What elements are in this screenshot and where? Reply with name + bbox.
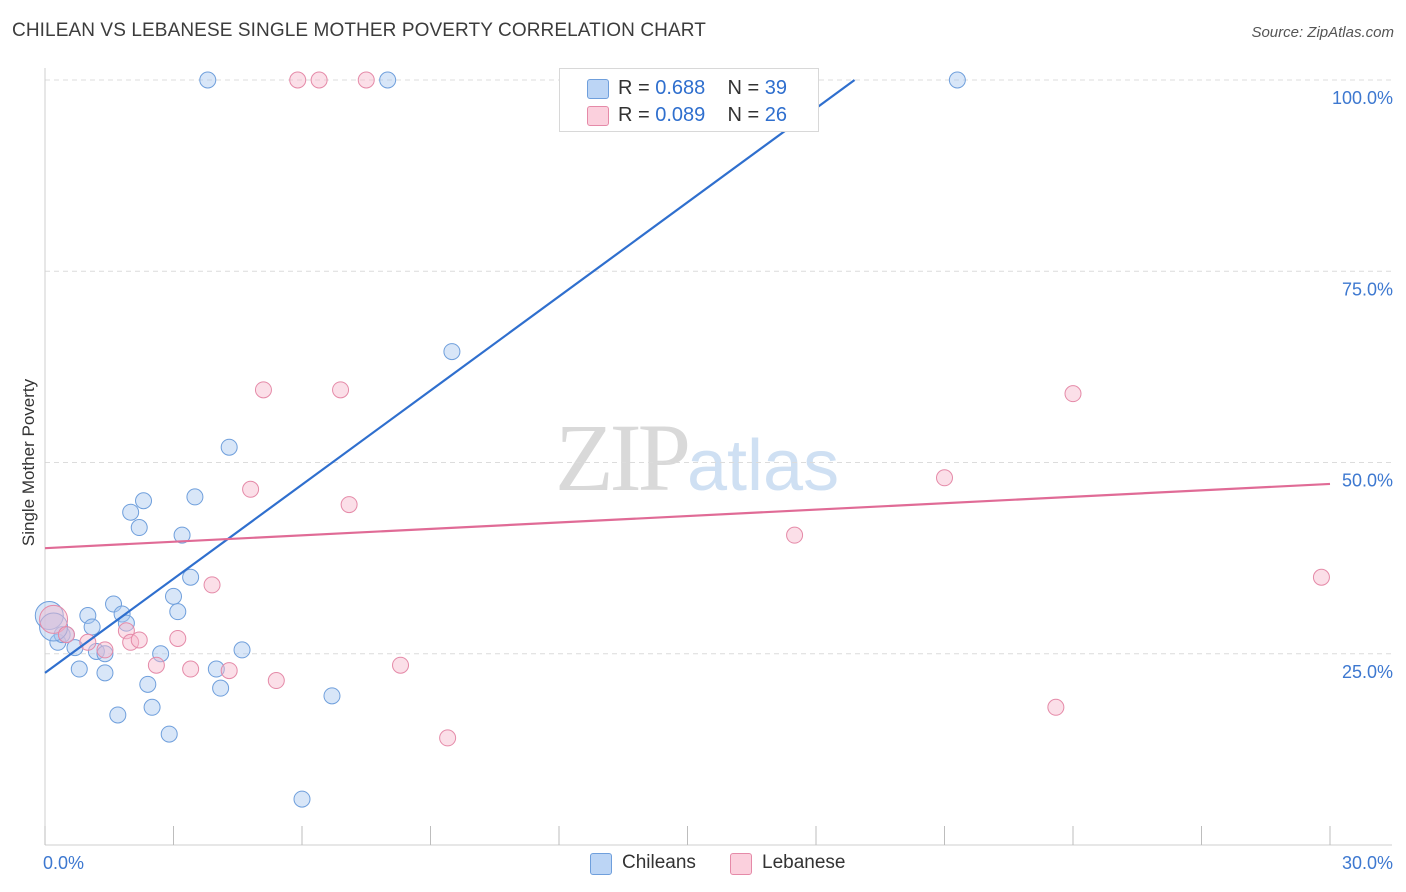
lebanese-point bbox=[936, 469, 953, 487]
chilean-point bbox=[212, 679, 230, 697]
lebanese-point bbox=[117, 622, 135, 640]
chilean-point bbox=[96, 645, 114, 663]
chilean-point bbox=[122, 503, 140, 521]
legend-n-label: N = bbox=[727, 77, 765, 99]
axis-labels: 25.0% 50.0% 75.0% 100.0% 0.0% 30.0% Single Mot… bbox=[19, 88, 1393, 873]
watermark: ZIPatlas bbox=[555, 402, 839, 513]
lebanese-point bbox=[332, 381, 350, 399]
y-tick-label: 100.0% bbox=[1332, 88, 1393, 108]
lebanese-point bbox=[1064, 385, 1082, 403]
lebanese-point bbox=[1047, 698, 1065, 716]
lebanese-point bbox=[392, 656, 410, 674]
data-points bbox=[34, 71, 1330, 808]
lebanese-point bbox=[1312, 568, 1330, 586]
y-tick-label: 75.0% bbox=[1342, 279, 1393, 299]
chilean-point bbox=[165, 587, 182, 605]
chilean-point bbox=[135, 492, 153, 510]
lebanese-point bbox=[340, 496, 358, 514]
x-tick-label: 30.0% bbox=[1342, 853, 1393, 873]
bottom-legend-label-lebanese: Lebanese bbox=[762, 852, 846, 873]
legend-r-label: R = bbox=[618, 104, 656, 126]
watermark-atlas: atlas bbox=[687, 426, 840, 506]
chilean-point bbox=[207, 660, 225, 678]
legend-r-value: 0.688 bbox=[655, 77, 706, 99]
y-tick-label: 25.0% bbox=[1342, 662, 1393, 682]
lebanese-point bbox=[147, 656, 165, 674]
chilean-point bbox=[53, 626, 71, 644]
lebanese-point bbox=[357, 71, 375, 89]
gridlines bbox=[45, 79, 1392, 655]
bottom-legend-swatch-lebanese bbox=[730, 853, 752, 875]
legend-r-value: 0.089 bbox=[655, 104, 706, 126]
chilean-point bbox=[173, 526, 191, 544]
chilean-point bbox=[220, 438, 238, 456]
chilean-point bbox=[443, 343, 461, 361]
y-tick-label: 50.0% bbox=[1342, 471, 1393, 491]
watermark-zip: ZIP bbox=[555, 404, 691, 511]
correlation-legend: R = 0.688 N = 39 R = 0.089 N = 26 bbox=[559, 68, 819, 132]
chart-title: CHILEAN VS LEBANESE SINGLE MOTHER POVERT… bbox=[12, 20, 706, 41]
chilean-point bbox=[66, 639, 84, 657]
chilean-point bbox=[169, 603, 187, 621]
chilean-point bbox=[143, 698, 161, 716]
chilean-point bbox=[186, 488, 204, 506]
lebanese-point bbox=[130, 631, 148, 649]
bottom-legend-label-chileans: Chileans bbox=[622, 852, 696, 873]
lebanese-point bbox=[39, 604, 69, 634]
lebanese-point bbox=[203, 576, 221, 594]
chilean-point bbox=[199, 71, 217, 89]
lebanese-point bbox=[96, 641, 114, 659]
chilean-point bbox=[130, 519, 148, 537]
chilean-point bbox=[79, 607, 97, 624]
chilean-point bbox=[34, 601, 64, 630]
chilean-point bbox=[113, 605, 131, 623]
y-axis-title: Single Mother Poverty bbox=[19, 378, 38, 546]
lebanese-point bbox=[310, 71, 328, 89]
axes bbox=[44, 68, 1392, 846]
chilean-point bbox=[83, 618, 101, 636]
chilean-point bbox=[96, 664, 114, 682]
chilean-trend-line bbox=[44, 79, 856, 674]
lebanese-point bbox=[267, 672, 285, 690]
chilean-point bbox=[182, 568, 200, 586]
lebanese-point bbox=[242, 480, 260, 498]
trend-lines bbox=[44, 79, 1331, 674]
chilean-point bbox=[139, 675, 157, 693]
chilean-point bbox=[379, 71, 397, 89]
legend-r-label: R = bbox=[618, 77, 656, 99]
chilean-point bbox=[152, 645, 170, 663]
chilean-point bbox=[105, 595, 123, 613]
legend-n-label: N = bbox=[727, 104, 765, 126]
lebanese-point bbox=[182, 660, 200, 678]
chilean-point bbox=[109, 706, 127, 724]
chilean-point bbox=[233, 641, 251, 659]
legend-n-value: 39 bbox=[764, 77, 788, 99]
lebanese-point bbox=[169, 629, 187, 647]
chilean-point bbox=[948, 71, 966, 89]
lebanese-point bbox=[786, 526, 804, 544]
source-credit: Source: ZipAtlas.com bbox=[1251, 24, 1394, 41]
chilean-point bbox=[323, 687, 341, 705]
lebanese-point bbox=[289, 71, 307, 89]
legend-swatch-chileans bbox=[587, 79, 609, 99]
legend-n-value: 26 bbox=[764, 104, 788, 126]
chilean-point bbox=[293, 790, 311, 808]
lebanese-point bbox=[254, 381, 272, 399]
lebanese-point bbox=[220, 662, 238, 680]
bottom-legend-swatch-chileans bbox=[590, 853, 612, 875]
legend-swatch-lebanese bbox=[587, 106, 609, 126]
lebanese-point bbox=[439, 729, 457, 747]
chilean-point bbox=[160, 725, 178, 743]
x-tick-label: 0.0% bbox=[43, 853, 84, 873]
lebanese-point bbox=[57, 626, 75, 644]
lebanese-trend-line bbox=[44, 482, 1331, 550]
chilean-point bbox=[70, 660, 88, 678]
